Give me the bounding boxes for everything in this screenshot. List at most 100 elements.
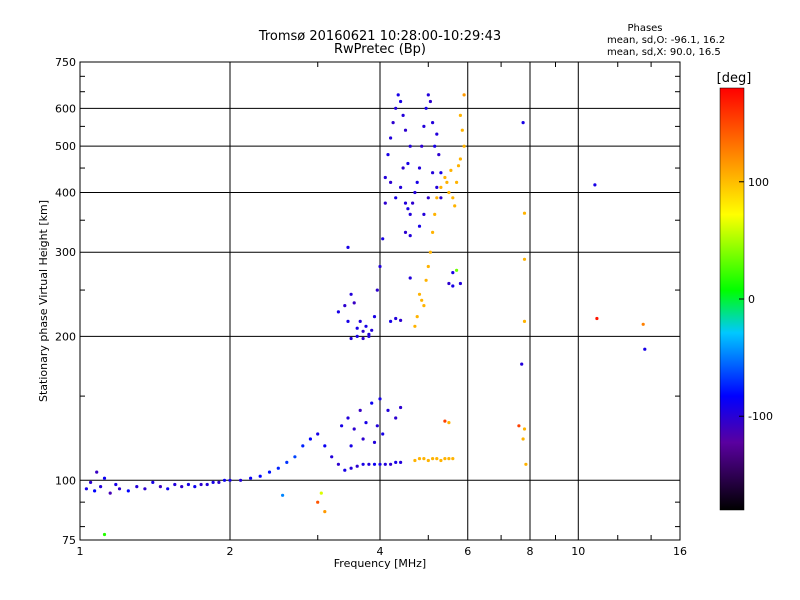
data-point <box>358 408 362 412</box>
data-point <box>117 487 122 491</box>
data-point <box>316 500 320 504</box>
data-point <box>460 128 464 132</box>
data-point <box>433 144 437 148</box>
data-point <box>415 315 419 319</box>
data-point <box>372 440 377 444</box>
data-point <box>93 489 97 493</box>
data-point <box>166 487 170 491</box>
data-point <box>417 166 422 170</box>
data-point <box>383 175 387 180</box>
data-point <box>346 416 350 420</box>
data-point <box>521 437 525 441</box>
data-point <box>389 136 393 140</box>
data-point <box>413 190 417 195</box>
data-point <box>524 462 528 466</box>
data-point <box>451 196 455 200</box>
x-tick-label: 8 <box>527 545 534 558</box>
phases-x-line: mean, sd,X: 90.0, 16.5 <box>607 47 721 58</box>
x-tick-label: 2 <box>227 545 234 558</box>
data-point <box>462 93 466 97</box>
data-point <box>386 153 390 157</box>
data-point <box>346 245 350 249</box>
data-point <box>336 310 340 314</box>
data-point <box>126 489 130 493</box>
data-point <box>135 485 139 489</box>
data-point <box>361 336 365 341</box>
data-point <box>316 432 320 436</box>
data-point <box>641 322 645 326</box>
data-point <box>391 121 395 125</box>
data-point <box>394 416 398 420</box>
data-point <box>186 482 190 487</box>
grid-lines <box>80 62 680 540</box>
data-point <box>205 482 209 487</box>
data-point <box>424 278 428 282</box>
data-point <box>389 462 393 466</box>
data-point <box>417 457 422 461</box>
data-point <box>455 180 459 184</box>
data-point <box>349 292 353 296</box>
data-point <box>449 168 453 172</box>
data-point <box>643 347 647 351</box>
data-point <box>258 474 262 478</box>
chart-title: Tromsø 20160621 10:28:00-10:29:43 <box>258 29 501 44</box>
y-tick-label: 100 <box>55 474 76 487</box>
data-point <box>458 157 462 161</box>
data-point <box>323 510 327 514</box>
data-point <box>389 319 393 323</box>
data-point <box>431 171 435 175</box>
colorbar-tick-label: 0 <box>748 293 755 306</box>
data-point <box>439 196 443 200</box>
data-point <box>447 421 451 425</box>
data-point <box>173 482 177 487</box>
data-point <box>352 427 356 431</box>
data-point <box>343 468 347 472</box>
data-point <box>228 478 232 482</box>
data-point <box>249 476 253 480</box>
x-tick-label: 6 <box>464 545 471 558</box>
data-point <box>378 264 382 269</box>
data-point <box>364 324 368 328</box>
data-point <box>451 457 455 461</box>
data-point <box>431 121 435 125</box>
data-point <box>435 457 439 461</box>
x-tick-label: 16 <box>673 545 687 558</box>
data-point <box>447 190 451 195</box>
data-point <box>383 201 387 205</box>
data-point <box>447 457 451 461</box>
data-point <box>422 304 426 308</box>
data-point <box>435 185 439 189</box>
data-point <box>381 432 385 436</box>
data-point <box>346 319 350 323</box>
data-point <box>340 424 344 428</box>
data-point <box>355 334 359 338</box>
data-point <box>372 315 377 319</box>
data-point <box>361 462 365 466</box>
data-point <box>399 99 403 104</box>
data-point <box>394 460 398 464</box>
data-point <box>239 478 243 482</box>
data-point <box>180 485 184 489</box>
data-point <box>281 493 285 497</box>
data-point <box>99 485 103 489</box>
data-point <box>428 250 432 254</box>
data-point <box>381 237 385 241</box>
data-point <box>422 124 426 128</box>
phases-o-line: mean, sd,O: -96.1, 16.2 <box>607 35 725 46</box>
data-point <box>447 281 451 286</box>
data-point <box>417 292 422 296</box>
data-point <box>399 460 403 464</box>
y-axis-label: Stationary phase Virtual Height [km] <box>37 200 50 402</box>
data-point <box>426 264 430 269</box>
data-point <box>408 144 412 148</box>
data-point <box>343 304 347 308</box>
data-point <box>349 466 353 470</box>
colorbar-tick-label: 100 <box>748 176 769 189</box>
data-point <box>433 212 437 216</box>
data-point <box>375 288 379 292</box>
data-point <box>361 437 365 441</box>
data-point <box>437 153 441 157</box>
data-point <box>411 201 415 205</box>
data-point <box>439 171 443 175</box>
